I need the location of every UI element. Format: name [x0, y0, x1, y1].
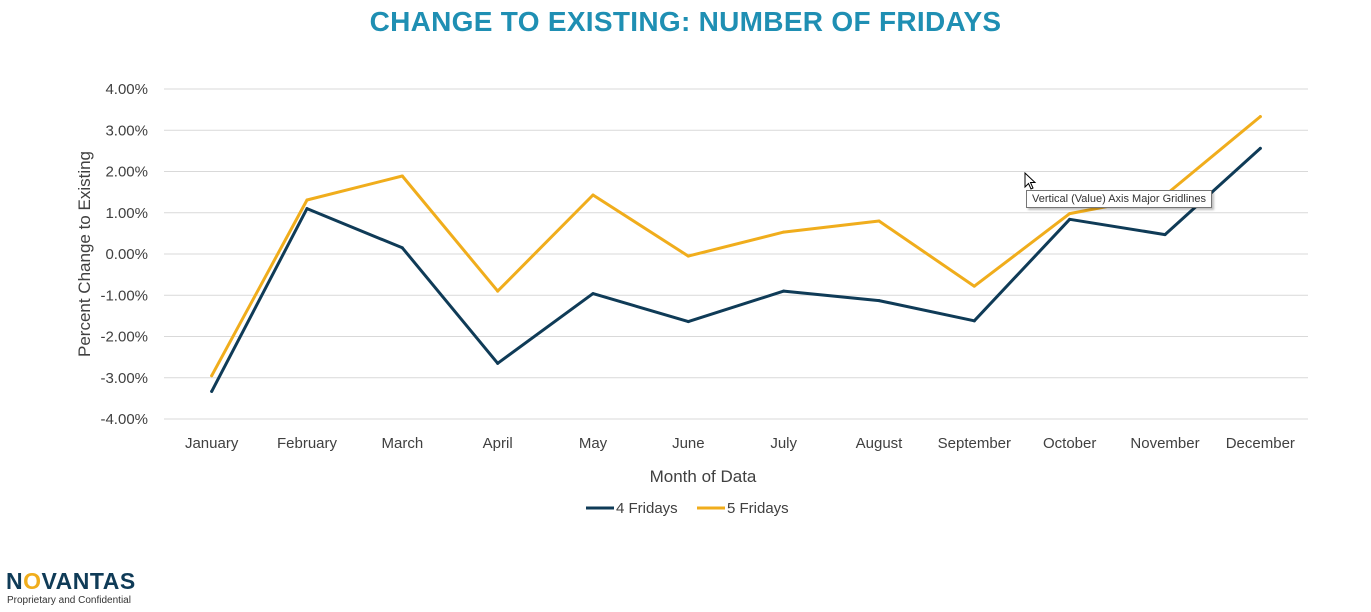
x-axis-title: Month of Data	[650, 467, 757, 486]
data-point[interactable]	[496, 361, 500, 365]
x-tick-label: August	[856, 435, 904, 452]
legend-label: 4 Fridays	[616, 500, 678, 517]
data-point[interactable]	[686, 254, 690, 258]
data-point[interactable]	[782, 230, 786, 234]
x-tick-label: November	[1130, 435, 1199, 452]
data-point[interactable]	[972, 319, 976, 323]
data-point[interactable]	[210, 374, 214, 378]
series-line-4-fridays[interactable]	[210, 146, 1262, 393]
data-point[interactable]	[591, 193, 595, 197]
data-point[interactable]	[591, 292, 595, 296]
data-point[interactable]	[972, 284, 976, 288]
data-point[interactable]	[877, 299, 881, 303]
data-point[interactable]	[400, 246, 404, 250]
x-tick-label: October	[1043, 435, 1096, 452]
mouse-cursor-icon	[1024, 172, 1037, 190]
data-point[interactable]	[1068, 212, 1072, 216]
gridlines-tooltip: Vertical (Value) Axis Major Gridlines	[1026, 190, 1213, 208]
y-axis-ticks: 4.00% 3.00% 2.00% 1.00% 0.00% -1.00% -2.00% -3.…	[100, 81, 148, 428]
data-point[interactable]	[305, 198, 309, 202]
data-point[interactable]	[1068, 217, 1072, 221]
x-axis-ticks: January February March April May June July Augu…	[185, 435, 1295, 452]
y-tick-label: -4.00%	[100, 411, 148, 428]
y-tick-label: 3.00%	[105, 122, 148, 139]
y-tick-label: 4.00%	[105, 81, 148, 98]
data-point[interactable]	[1258, 115, 1262, 119]
y-tick-label: -1.00%	[100, 287, 148, 304]
data-point[interactable]	[400, 174, 404, 178]
y-tick-label: -3.00%	[100, 370, 148, 387]
x-tick-label: February	[277, 435, 338, 452]
chart-title: CHANGE TO EXISTING: NUMBER OF FRIDAYS	[369, 6, 1002, 37]
y-tick-label: -2.00%	[100, 329, 148, 346]
novantas-logo: NOVANTAS	[6, 568, 136, 594]
y-tick-label: 2.00%	[105, 164, 148, 181]
gridlines[interactable]	[164, 88, 1308, 420]
y-tick-label: 1.00%	[105, 205, 148, 222]
x-tick-label: September	[938, 435, 1011, 452]
data-point[interactable]	[686, 320, 690, 324]
data-point[interactable]	[305, 207, 309, 211]
y-tick-label: 0.00%	[105, 246, 148, 263]
data-point[interactable]	[496, 289, 500, 293]
series-line-5-fridays[interactable]	[210, 115, 1262, 378]
legend-label: 5 Fridays	[727, 500, 789, 517]
x-tick-label: June	[672, 435, 705, 452]
data-point[interactable]	[1163, 233, 1167, 237]
y-axis-title: Percent Change to Existing	[75, 151, 94, 357]
x-tick-label: March	[381, 435, 423, 452]
data-point[interactable]	[782, 289, 786, 293]
legend: 4 Fridays 5 Fridays	[586, 500, 789, 517]
x-tick-label: May	[579, 435, 608, 452]
data-point[interactable]	[210, 389, 214, 393]
x-tick-label: December	[1226, 435, 1295, 452]
confidential-tagline: Proprietary and Confidential	[7, 595, 131, 606]
x-tick-label: January	[185, 435, 239, 452]
data-point[interactable]	[877, 219, 881, 223]
data-point[interactable]	[1258, 146, 1262, 150]
series-lines[interactable]	[210, 115, 1262, 393]
x-tick-label: April	[483, 435, 513, 452]
x-tick-label: July	[770, 435, 797, 452]
